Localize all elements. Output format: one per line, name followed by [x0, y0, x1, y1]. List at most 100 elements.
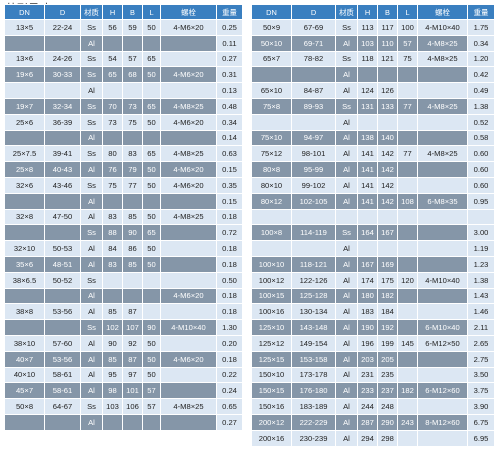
cell-l [397, 240, 418, 257]
cell-d: 64-67 [44, 398, 81, 415]
cell-dn [4, 129, 45, 147]
cell-b: 83 [122, 145, 143, 163]
cell-b: 85 [122, 255, 143, 273]
cell-weight: 0.34 [216, 113, 243, 131]
table-row: 32×10 50-53 Al 84 86 50 0.18 [4, 240, 243, 257]
cell-l [397, 350, 418, 368]
cell-weight: 3.75 [467, 382, 495, 400]
cell-b: 59 [122, 19, 143, 36]
cell-b [377, 240, 398, 257]
cell-bolt: 4-M10×40 [417, 271, 468, 289]
cell-h: 124 [357, 82, 378, 99]
cell-material: Ss [80, 50, 103, 68]
cell-dn [4, 319, 45, 336]
table-row: Al 0.15 [4, 192, 243, 210]
cell-weight: 0.27 [216, 413, 243, 431]
cell-material: Al [335, 287, 358, 305]
cell-material: Al [335, 66, 358, 84]
cell-material: Al [80, 34, 103, 52]
cell-d: 43-46 [44, 176, 81, 194]
cell-d: 47-50 [44, 208, 81, 226]
cell-l: 108 [397, 192, 418, 210]
cell-dn: 200×16 [251, 429, 292, 447]
cell-weight: 1.75 [467, 19, 495, 36]
cell-d: 39-41 [44, 145, 81, 163]
cell-h: 76 [102, 161, 123, 178]
cell-bolt: 4-M6×20 [160, 350, 217, 368]
cell-material: Ss [80, 145, 103, 163]
cell-d [44, 192, 81, 210]
cell-h: 83 [102, 255, 123, 273]
cell-weight: 6.95 [467, 429, 495, 447]
cell-h: 103 [102, 398, 123, 415]
cell-h [357, 66, 378, 84]
cell-l: 90 [142, 319, 161, 336]
cell-weight: 0.95 [467, 192, 495, 210]
cell-dn: 32×10 [4, 240, 45, 257]
cell-bolt: 4-M8×25 [417, 145, 468, 163]
cell-dn: 38×8 [4, 303, 45, 321]
cell-l [397, 129, 418, 147]
cell-d: 48-51 [44, 255, 81, 273]
cell-weight: 3.90 [467, 398, 495, 415]
cell-dn [251, 240, 292, 257]
cell-weight: 0.60 [467, 161, 495, 178]
cell-weight: 0.42 [467, 66, 495, 84]
cell-bolt [417, 129, 468, 147]
cell-b: 121 [377, 50, 398, 68]
cell-h: 141 [357, 145, 378, 163]
cell-d: 99-102 [291, 176, 336, 194]
cell-material: Al [80, 129, 103, 147]
cell-material: Al [80, 255, 103, 273]
cell-bolt [417, 429, 468, 447]
cell-bolt [160, 255, 217, 273]
cell-dn: 32×6 [4, 176, 45, 194]
cell-bolt: 4-M10×40 [417, 19, 468, 36]
cell-material: Ss [80, 19, 103, 36]
cell-material: Al [335, 334, 358, 352]
cell-d [44, 129, 81, 147]
table-row: 150×10 173-178 Al 231 235 3.50 [251, 366, 495, 384]
cell-l [397, 366, 418, 384]
cell-dn: 32×8 [4, 208, 45, 226]
cell-l: 57 [142, 398, 161, 415]
cell-weight: 0.60 [467, 176, 495, 194]
cell-h: 113 [357, 19, 378, 36]
table-row: 80×10 99-102 Al 141 142 0.60 [251, 176, 495, 194]
cell-l [397, 303, 418, 321]
cell-b: 86 [122, 240, 143, 257]
cell-weight: 1.43 [467, 287, 495, 305]
cell-d [44, 413, 81, 431]
cell-h: 138 [357, 129, 378, 147]
cell-b: 184 [377, 303, 398, 321]
header-d: D [44, 4, 81, 20]
cell-bolt: 6-M12×60 [417, 382, 468, 400]
table-row: 40×7 53-56 Al 85 87 50 4-M6×20 0.18 [4, 350, 243, 368]
cell-weight [467, 208, 495, 226]
cell-d: 22-24 [44, 19, 81, 36]
cell-dn [251, 113, 292, 131]
cell-l: 50 [142, 176, 161, 194]
cell-bolt: 4-M6×20 [160, 287, 217, 305]
cell-d: 50-52 [44, 271, 81, 289]
cell-weight: 2.75 [467, 350, 495, 368]
table-row: 100×16 130-134 Al 183 184 1.46 [251, 303, 495, 321]
cell-l: 65 [142, 224, 161, 242]
cell-b: 142 [377, 176, 398, 194]
cell-l [397, 161, 418, 178]
table-row: 75×10 94-97 Al 138 140 0.58 [251, 129, 495, 147]
cell-material: Ss [80, 271, 103, 289]
cell-material: Al [335, 113, 358, 131]
table-row: 38×6.5 50-52 Ss 0.50 [4, 271, 243, 289]
cell-h: 167 [357, 255, 378, 273]
cell-b [122, 82, 143, 99]
cell-bolt: 4-M8×25 [417, 50, 468, 68]
cell-bolt: 4-M8×25 [417, 34, 468, 52]
cell-material: Ss [335, 224, 358, 242]
cell-weight: 0.48 [216, 97, 243, 115]
cell-dn: 80×10 [251, 176, 292, 194]
cell-bolt: 6-M12×50 [417, 334, 468, 352]
cell-d: 122-126 [291, 271, 336, 289]
cell-l: 77 [397, 97, 418, 115]
cell-b: 90 [122, 224, 143, 242]
